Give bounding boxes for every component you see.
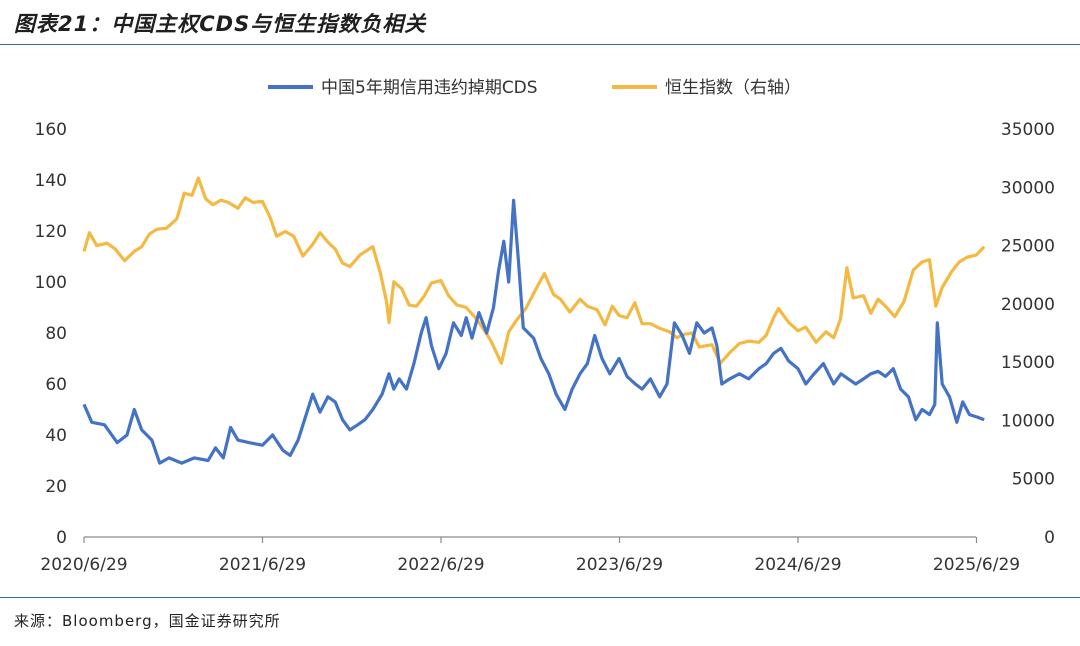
y-left-tick-label: 140 <box>35 171 67 191</box>
bottom-divider <box>0 597 1080 598</box>
y-left-tick-label: 20 <box>45 477 67 497</box>
x-tick-label: 2021/6/29 <box>219 555 306 575</box>
y-right-tick-label: 25000 <box>1001 237 1055 257</box>
source-note: 来源：Bloomberg，国金证券研究所 <box>14 612 281 630</box>
legend-label-hsi: 恒生指数（右轴） <box>665 78 801 98</box>
y-left-tick-label: 60 <box>45 375 67 395</box>
top-divider <box>0 44 1080 45</box>
y-right-tick-label: 10000 <box>1001 411 1055 431</box>
y-left-tick-label: 40 <box>45 426 67 446</box>
y-right-tick-label: 30000 <box>1001 178 1055 198</box>
chart-legend: 中国5年期信用违约掉期CDS 恒生指数（右轴） <box>268 78 801 98</box>
y-left-tick-label: 80 <box>45 324 67 344</box>
legend-label-cds: 中国5年期信用违约掉期CDS <box>321 78 538 98</box>
x-tick-label: 2022/6/29 <box>397 555 484 575</box>
x-tick-label: 2020/6/29 <box>40 555 127 575</box>
y-left-tick-label: 100 <box>35 273 67 293</box>
y-right-tick-label: 35000 <box>1001 120 1055 140</box>
x-tick-label: 2024/6/29 <box>754 555 841 575</box>
page-title: 图表21：中国主权CDS与恒生指数负相关 <box>14 12 427 36</box>
y-right-tick-label: 20000 <box>1001 295 1055 315</box>
y-right-tick-label: 0 <box>1044 528 1055 548</box>
y-left-tick-label: 120 <box>35 222 67 242</box>
chart-area: 中国5年期信用违约掉期CDS 恒生指数（右轴） 2020/6/29 2021/6/… <box>35 78 1055 575</box>
y-right-tick-label: 15000 <box>1001 353 1055 373</box>
y-left-tick-label: 0 <box>56 528 67 548</box>
series-line-hsi <box>82 176 986 365</box>
series-line-cds <box>82 198 985 465</box>
x-tick-label: 2023/6/29 <box>576 555 663 575</box>
y-right-tick-label: 5000 <box>1012 470 1055 490</box>
x-tick-label: 2025/6/29 <box>933 555 1020 575</box>
y-left-tick-label: 160 <box>35 120 67 140</box>
